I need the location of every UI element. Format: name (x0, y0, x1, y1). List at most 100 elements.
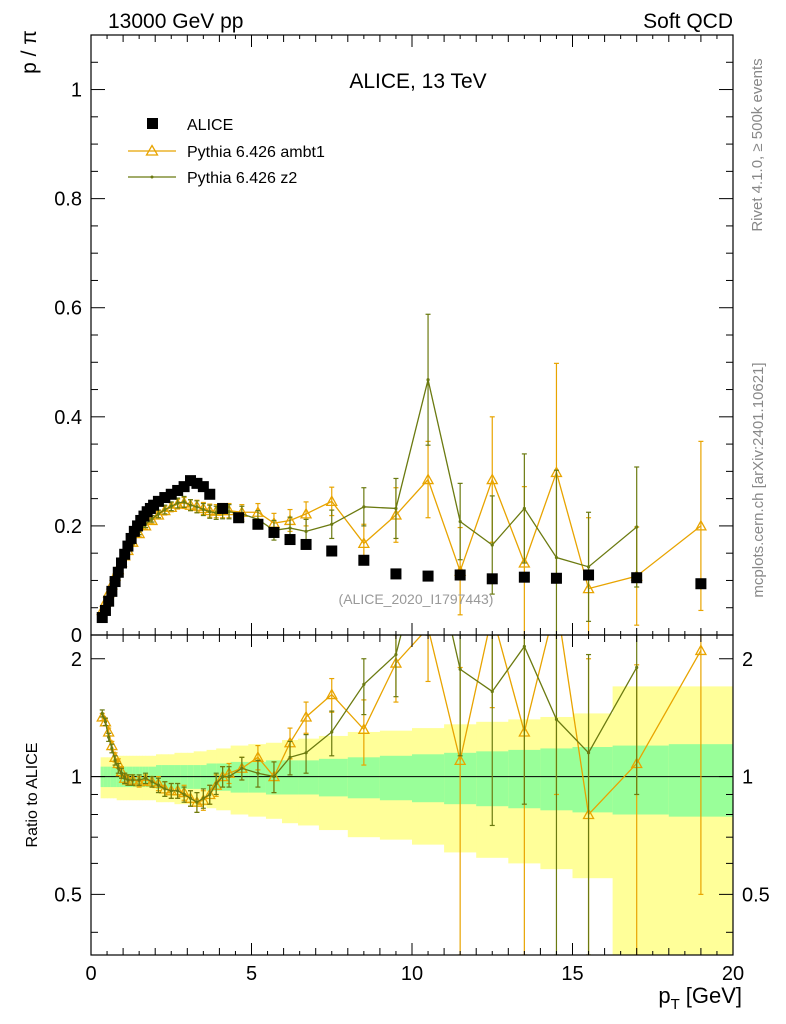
header-right: Soft QCD (643, 10, 733, 33)
point-z2 (522, 506, 526, 511)
ratio-point-z2 (490, 689, 494, 694)
header-left: 13000 GeV pp (108, 10, 243, 33)
ratio-point-z2 (586, 751, 591, 755)
point-ambt1 (421, 473, 435, 485)
ratio-point-z2 (304, 751, 308, 755)
point-z2 (426, 378, 430, 382)
point-alice (326, 545, 338, 557)
ratio-point-z2 (176, 789, 180, 793)
point-alice (112, 566, 124, 578)
point-alice (422, 570, 434, 582)
point-alice (178, 481, 190, 493)
ratio-point-z2 (635, 665, 639, 670)
point-alice (284, 534, 296, 546)
ratio-point-z2 (426, 527, 429, 530)
point-alice (583, 569, 595, 581)
y-tick-label: 0 (71, 625, 82, 647)
ratio-point-z2 (182, 792, 186, 797)
ratio-y-tick-label-right: 2 (742, 649, 753, 671)
point-z2 (288, 526, 292, 530)
ratio-plot-marks (96, 527, 708, 955)
x-axis-label-sub: T (671, 996, 680, 1013)
ratio-y-tick-label: 2 (71, 649, 82, 671)
ratio-point-z2 (330, 730, 334, 734)
mcplots-label: mcplots.cern.ch [arXiv:2401.10621] (750, 362, 767, 597)
point-ambt1 (145, 514, 159, 526)
y-tick-label: 0.4 (54, 407, 82, 429)
point-alice (454, 569, 466, 581)
ratio-point-z2 (227, 774, 231, 779)
ratio-point-z2 (156, 783, 161, 787)
point-alice (518, 571, 530, 583)
point-z2 (214, 511, 218, 515)
point-alice (550, 572, 562, 584)
point-z2 (163, 507, 167, 512)
legend-label-z2: Pythia 6.426 z2 (187, 170, 297, 187)
ratio-point-z2 (126, 778, 130, 782)
ratio-point-z2 (240, 766, 244, 770)
point-alice (106, 585, 118, 597)
ratio-point-z2 (131, 778, 135, 782)
legend-label-ambt1: Pythia 6.426 ambt1 (187, 144, 325, 161)
y-tick-label: 0.8 (54, 189, 82, 211)
ratio-y-axis-label: Ratio to ALICE (24, 743, 41, 848)
ratio-point-ambt1 (325, 688, 338, 700)
point-alice (125, 532, 137, 544)
ratio-point-z2 (221, 774, 225, 779)
ratio-band-inner (412, 754, 445, 803)
x-tick-label: 10 (401, 963, 423, 985)
point-z2 (304, 529, 308, 533)
ratio-point-z2 (208, 792, 212, 797)
series-line-ambt1 (101, 470, 702, 611)
point-ambt1 (299, 507, 313, 519)
ratio-point-z2 (169, 789, 173, 793)
ratio-point-z2 (458, 667, 462, 671)
point-z2 (490, 543, 494, 547)
ratio-band-inner (379, 755, 413, 801)
point-alice (185, 475, 197, 487)
ratio-point-z2 (116, 766, 120, 770)
ratio-point-z2 (103, 720, 108, 724)
chart-title: ALICE, 13 TeV (349, 70, 486, 93)
point-ambt1 (325, 495, 338, 507)
point-alice (204, 488, 216, 500)
point-z2 (458, 519, 462, 524)
point-z2 (150, 517, 154, 521)
point-alice (695, 578, 707, 590)
point-alice (96, 612, 108, 624)
ratio-point-z2 (107, 735, 111, 739)
point-z2 (554, 555, 559, 560)
point-alice (115, 557, 127, 569)
ratio-point-z2 (394, 652, 398, 657)
point-alice (217, 502, 229, 514)
ratio-point-z2 (195, 800, 199, 804)
x-tick-label: 15 (561, 963, 583, 985)
legend: ALICE Pythia 6.426 ambt1 Pythia 6.426 z2 (128, 117, 325, 187)
point-alice (486, 573, 498, 585)
ratio-point-z2 (201, 796, 205, 800)
ratio-y-tick-label: 0.5 (54, 884, 82, 906)
ratio-point-ambt1 (357, 723, 370, 735)
point-alice (390, 568, 402, 580)
point-z2 (195, 505, 199, 509)
point-ambt1 (486, 473, 499, 485)
legend-marker-alice (147, 118, 158, 129)
y-axis-label: p / π (18, 30, 41, 74)
ratio-point-z2 (137, 778, 141, 782)
analysis-id: (ALICE_2020_I1797443) (339, 591, 494, 607)
point-alice (99, 604, 111, 616)
point-z2 (169, 504, 173, 508)
ratio-point-z2 (100, 711, 104, 716)
ratio-point-z2 (288, 755, 292, 759)
ratio-point-z2 (163, 787, 167, 791)
x-tick-label: 20 (722, 963, 744, 985)
ratio-band-inner (206, 763, 217, 791)
ratio-point-z2 (188, 796, 193, 800)
ratio-point-ambt1 (694, 644, 708, 656)
legend-label-alice: ALICE (187, 117, 233, 134)
point-z2 (330, 522, 334, 526)
x-tick-label: 5 (246, 963, 257, 985)
point-alice (159, 492, 171, 504)
point-z2 (208, 510, 212, 514)
point-alice (191, 477, 203, 489)
